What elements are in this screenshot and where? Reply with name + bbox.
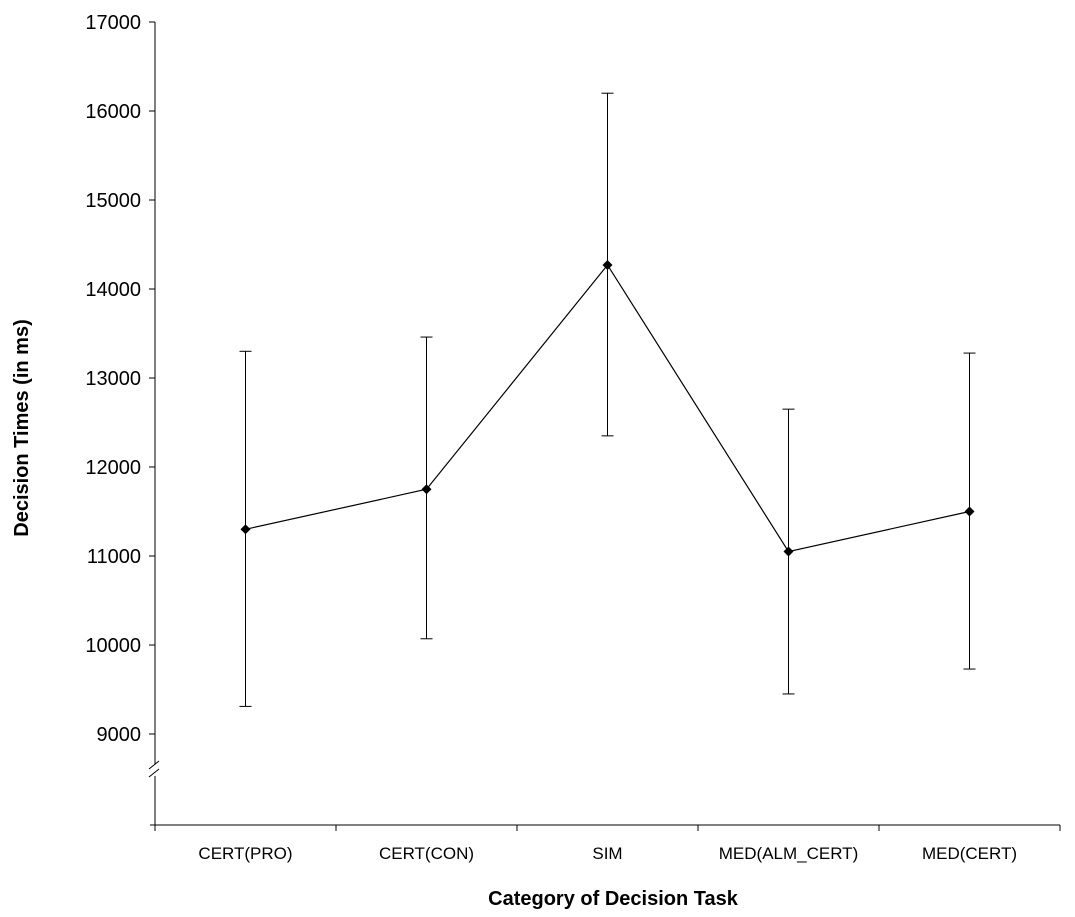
data-point-marker [421,484,432,495]
data-point-marker [602,259,613,270]
error-bars [239,92,976,707]
x-tick-label: MED(ALM_CERT) [719,844,858,863]
data-point-marker [240,524,251,535]
y-tick-label: 17000 [85,12,141,34]
y-tick-label: 13000 [85,368,141,390]
x-tick-label: CERT(CON) [379,844,474,863]
y-tick-label: 11000 [87,546,141,568]
y-tick-label: 10000 [85,635,141,657]
x-axis-title: Category of Decision Task [488,888,739,910]
y-tick-label: 14000 [85,279,141,301]
axis-break-mark-lower [148,768,160,778]
data-point-marker [964,506,975,517]
x-tick-label: CERT(PRO) [198,844,292,863]
y-tick-label: 12000 [85,457,141,479]
x-axis: CERT(PRO) CERT(CON) SIM MED(ALM_CERT) MED(CE… [154,824,1061,863]
y-tick-label: 15000 [85,190,141,212]
y-tick-label: 9000 [97,724,142,746]
y-tick-label: 16000 [85,101,141,123]
x-tick-label: MED(CERT) [922,844,1017,863]
y-axis: 9000 10000 11000 12000 13000 14000 15000 16000 1… [85,12,160,826]
markers [240,259,975,557]
data-point-marker [783,546,794,557]
axis-break-mark-upper [148,760,160,770]
y-axis-title: Decision Times (in ms) [11,319,33,536]
x-tick-label: SIM [592,844,622,863]
